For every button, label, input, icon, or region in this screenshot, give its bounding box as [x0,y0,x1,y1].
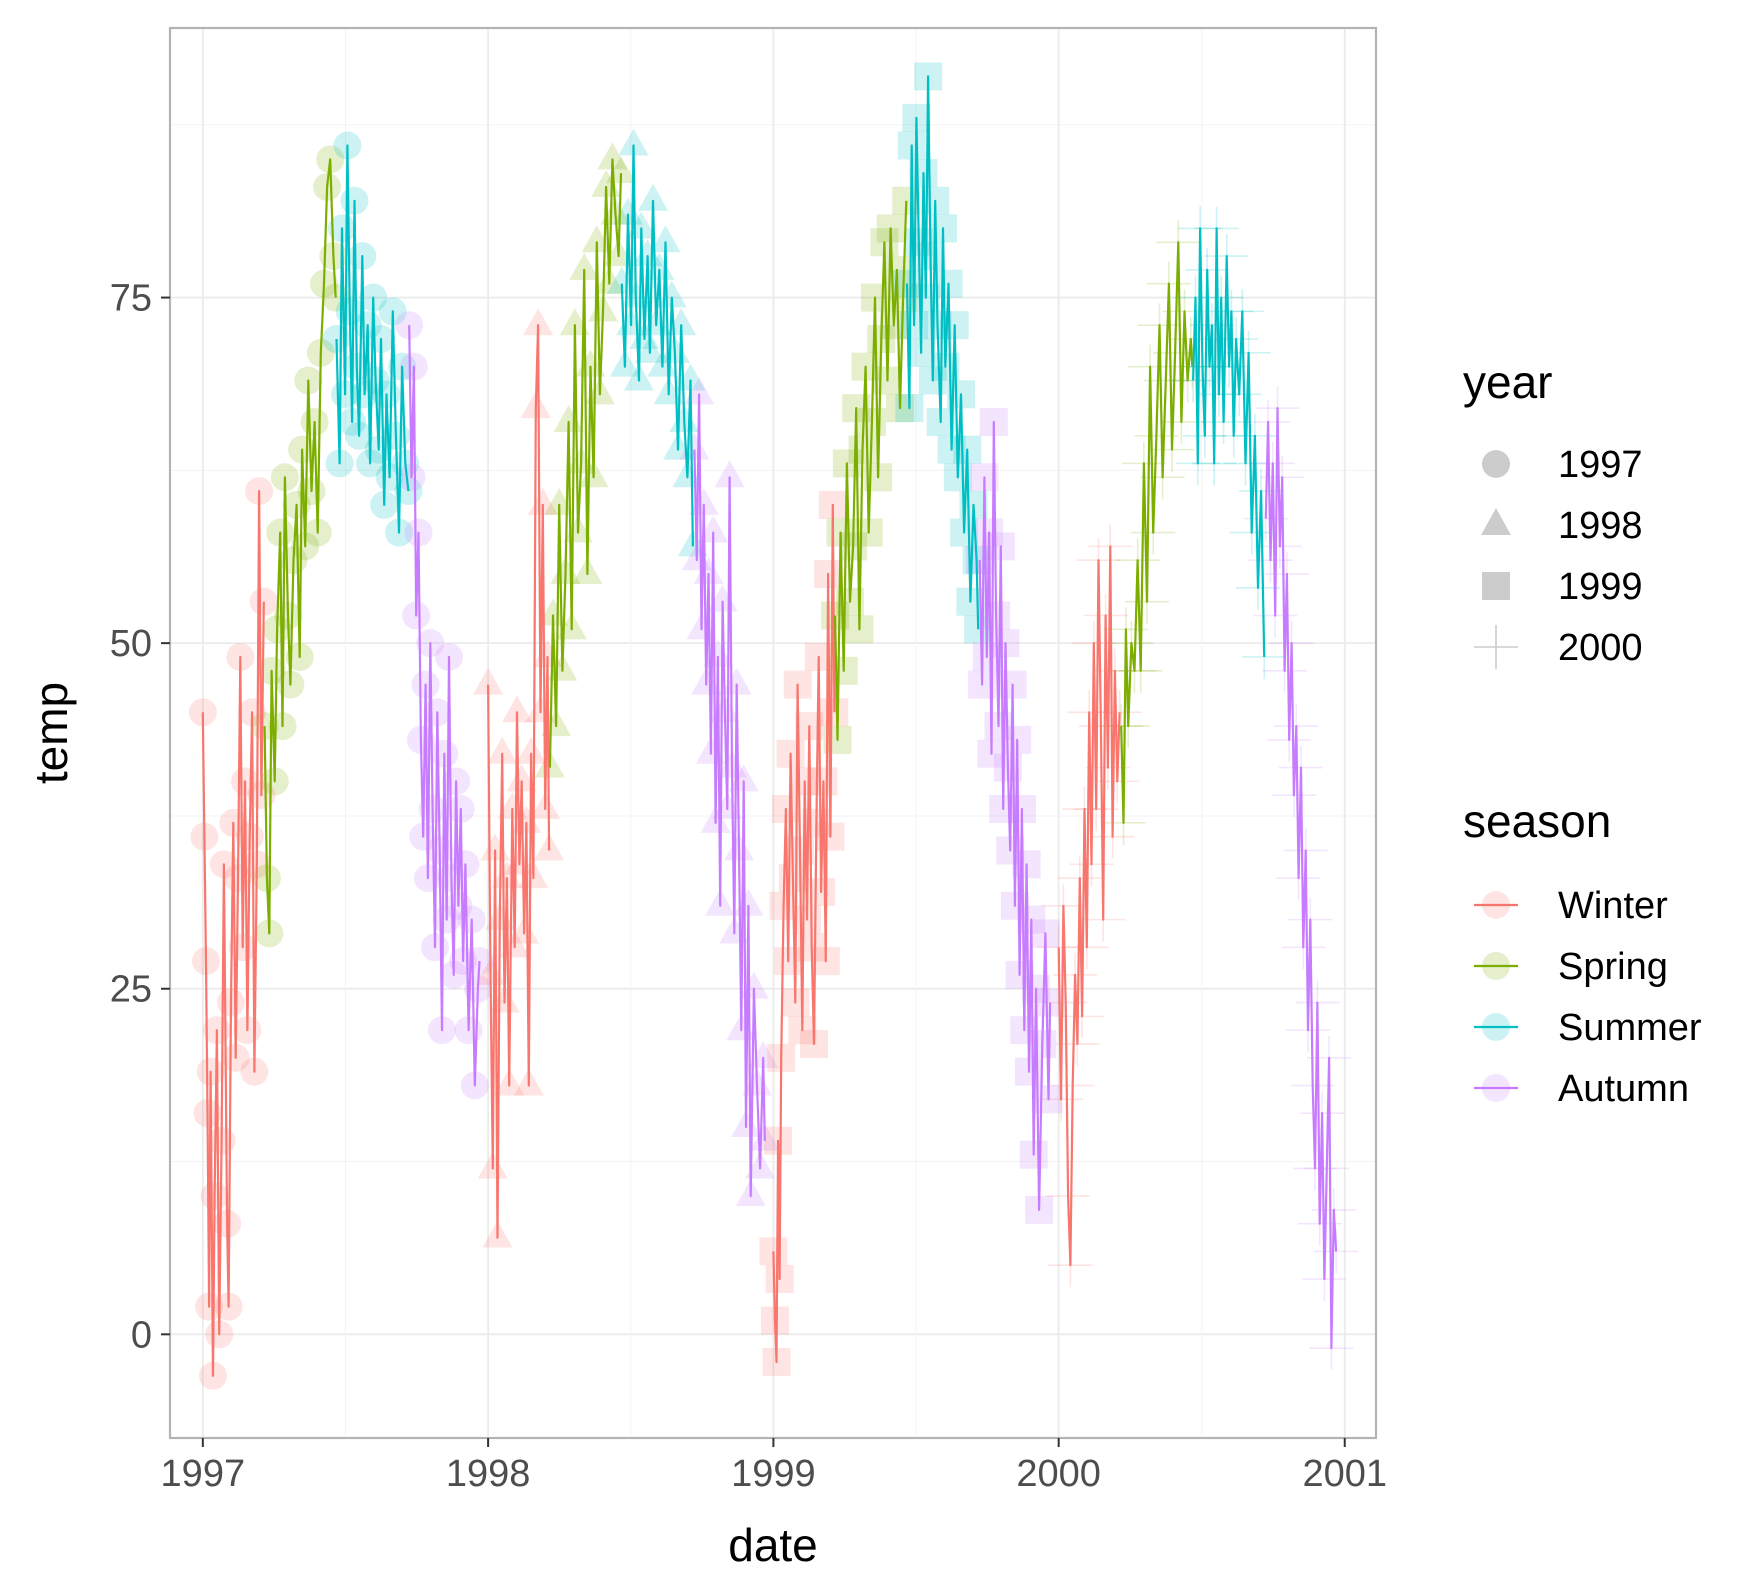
series-line-spring-2000 [1120,241,1194,825]
data-point-winter-1998 [523,308,554,336]
y-axis-ticks: 0 25 50 75 [110,278,170,1356]
legend-label-summer: Summer [1558,1007,1702,1049]
series-line-winter-1997 [201,490,265,1377]
data-point-winter-1998 [502,695,533,723]
data-point-summer-1998 [638,183,669,211]
y-tick-label: 75 [110,278,152,320]
data-point-autumn-1998 [698,515,729,543]
data-point-winter-1998 [516,736,547,764]
legend-label-1998: 1998 [1558,505,1643,547]
legend-label-1997: 1997 [1558,444,1643,486]
data-point-winter-1998 [506,764,537,792]
series-line-autumn-1999 [978,420,1052,1212]
x-tick-label: 2001 [1302,1453,1387,1495]
legend-season: season Winter Spring Summer Autumn [1463,795,1702,1110]
series-line-winter-1999 [772,503,836,1364]
series-line-summer-1998 [620,144,694,547]
legend-key-1999 [1482,572,1510,600]
x-tick-label: 1997 [161,1453,246,1495]
series-line-spring-1997 [263,158,337,935]
data-point-winter-1997 [249,587,278,616]
legend-label-2000: 2000 [1558,627,1643,669]
x-tick-label: 1998 [446,1453,531,1495]
y-tick-label: 25 [110,969,152,1011]
y-tick-label: 0 [131,1314,152,1356]
legend-season-keys: Winter Spring Summer Autumn [1474,885,1702,1110]
legend-label-1999: 1999 [1558,566,1643,608]
series-line-spring-1998 [548,158,623,768]
x-tick-label: 2000 [1016,1453,1101,1495]
data-point-spring-1998 [569,252,600,280]
x-axis-title: date [728,1519,818,1571]
legend-key-1998 [1481,508,1511,535]
series-lines [201,75,1338,1377]
legend-key-2000 [1474,625,1518,669]
data-point-winter-1998 [473,667,504,695]
x-axis-ticks: 1997 1998 1999 2000 2001 [161,1438,1387,1495]
series-line-summer-2000 [1192,227,1266,658]
data-point-summer-1998 [618,128,649,156]
x-tick-label: 1999 [731,1453,816,1495]
series-line-summer-1997 [335,144,410,534]
legend-key-1997 [1482,450,1510,478]
series-line-autumn-1998 [693,393,766,1198]
y-axis-title: temp [25,682,77,784]
data-point-autumn-1998 [714,460,745,488]
series-line-winter-1998 [487,324,551,1239]
data-point-spring-1998 [597,142,628,170]
legend-label-autumn: Autumn [1558,1068,1689,1110]
data-point-summer-1998 [650,225,681,253]
y-tick-label: 50 [110,623,152,665]
series-line-winter-2000 [1057,545,1121,1267]
data-point-autumn-1998 [738,971,769,999]
data-point-winter-1997 [188,698,217,727]
legend-year: year 1997 1998 1999 2000 [1463,356,1643,669]
series-line-autumn-2000 [1264,407,1338,1350]
legend-season-title: season [1463,795,1611,847]
data-point-winter-1998 [487,736,518,764]
data-point-autumn-1998 [733,888,764,916]
legend-label-winter: Winter [1558,885,1668,927]
legend-year-keys: 1997 1998 1999 2000 [1474,444,1643,669]
series-line-autumn-1997 [408,325,481,1087]
legend-label-spring: Spring [1558,946,1668,988]
series-line-spring-1999 [834,200,908,742]
series-line-summer-1999 [905,75,980,630]
legend-year-title: year [1463,356,1552,408]
